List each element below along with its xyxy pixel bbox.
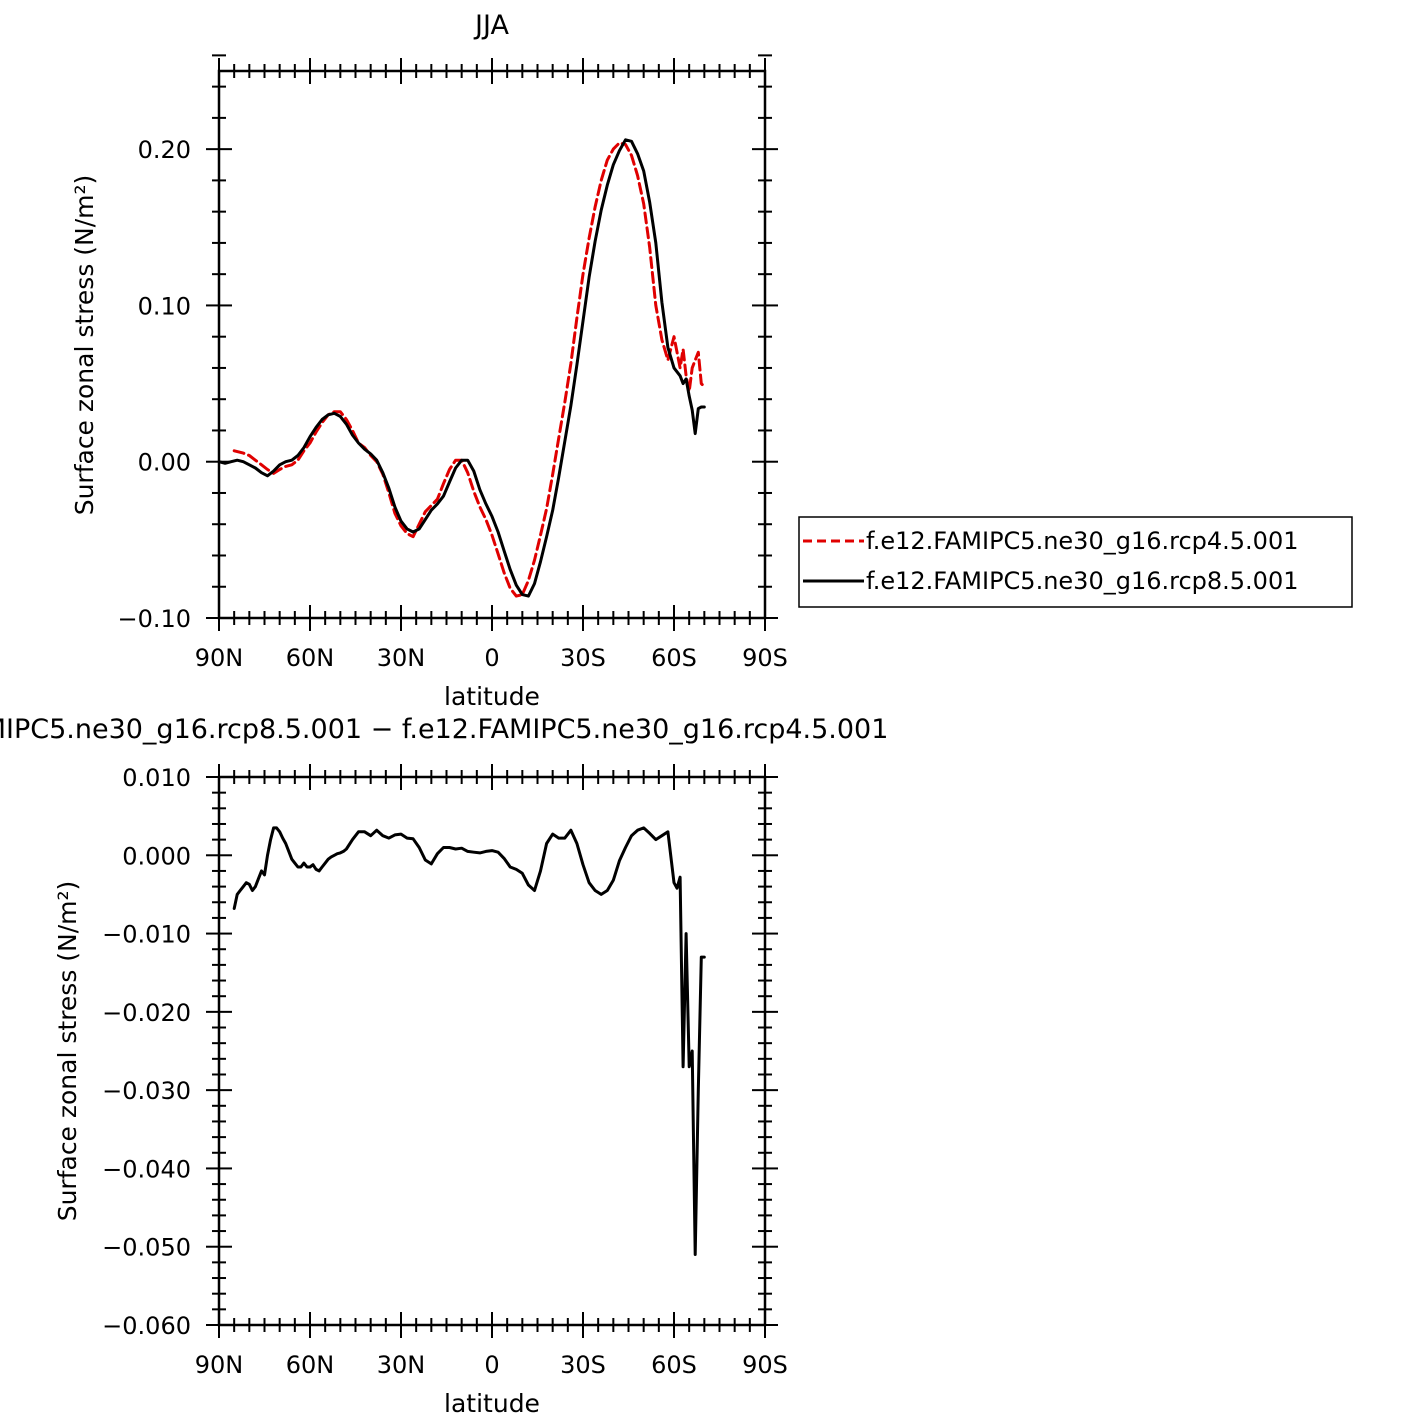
- top-x-tick-label: 0: [484, 644, 499, 672]
- bottom-x-tick-label: 0: [484, 1351, 499, 1379]
- top-x-tick-label: 30S: [560, 644, 606, 672]
- top-panel: JJA 90N 60N 30N 0 30S 60S 90S −0.10 0.00 0.10 0.20…: [70, 10, 788, 711]
- top-x-tick-label: 60N: [286, 644, 335, 672]
- bottom-y-tick-label: −0.010: [102, 921, 191, 949]
- bottom-y-tick-label: −0.020: [102, 999, 191, 1027]
- top-series-line-1: [217, 138, 706, 598]
- top-x-tick-label: 90N: [195, 644, 244, 672]
- bottom-series-line-0: [232, 826, 706, 1256]
- bottom-y-tick-label: −0.060: [102, 1312, 191, 1340]
- bottom-x-tick-label: 90S: [742, 1351, 788, 1379]
- bottom-x-tick-label: 60S: [651, 1351, 697, 1379]
- bottom-plot-area: 90N 60N 30N 0 30S 60S 90S 0.010 0.000 −0.010 −0.02…: [102, 764, 788, 1379]
- bottom-x-tick-label: 90N: [195, 1351, 244, 1379]
- top-y-tick-label: −0.10: [117, 605, 191, 633]
- top-plot-area: 90N 60N 30N 0 30S 60S 90S −0.10 0.00 0.10 0.20: [117, 54, 788, 672]
- top-y-tick-label: 0.10: [138, 292, 191, 320]
- top-x-tick-label: 30N: [377, 644, 426, 672]
- bottom-panel: f.e12.FAMIPC5.ne30_g16.rcp8.5.001 − f.e1…: [0, 714, 888, 1418]
- top-series-line-0: [232, 141, 706, 598]
- bottom-y-tick-label: −0.040: [102, 1155, 191, 1183]
- bottom-y-tick-label: −0.050: [102, 1234, 191, 1262]
- top-x-tick-label: 60S: [651, 644, 697, 672]
- bottom-x-tick-label: 30S: [560, 1351, 606, 1379]
- bottom-y-tick-label: 0.000: [122, 842, 191, 870]
- top-chart-title: JJA: [473, 10, 509, 41]
- top-y-tick-label: 0.00: [138, 449, 191, 477]
- bottom-x-axis-title: latitude: [444, 1389, 540, 1418]
- legend-label-rcp85: f.e12.FAMIPC5.ne30_g16.rcp8.5.001: [866, 567, 1299, 595]
- bottom-y-tick-label: −0.030: [102, 1077, 191, 1105]
- legend-label-rcp45: f.e12.FAMIPC5.ne30_g16.rcp4.5.001: [866, 527, 1299, 555]
- bottom-y-axis-title: Surface zonal stress (N/m²): [53, 881, 82, 1222]
- top-x-tick-label: 90S: [742, 644, 788, 672]
- bottom-y-tick-label: 0.010: [122, 764, 191, 792]
- top-y-axis-title: Surface zonal stress (N/m²): [70, 175, 99, 516]
- top-y-tick-label: 0.20: [138, 136, 191, 164]
- bottom-x-tick-label: 30N: [377, 1351, 426, 1379]
- legend-box: [798, 516, 1353, 608]
- bottom-chart-title: f.e12.FAMIPC5.ne30_g16.rcp8.5.001 − f.e1…: [0, 714, 888, 745]
- legend: f.e12.FAMIPC5.ne30_g16.rcp4.5.001 f.e12.…: [798, 516, 1353, 608]
- top-x-axis-title: latitude: [444, 682, 540, 711]
- bottom-x-tick-label: 60N: [286, 1351, 335, 1379]
